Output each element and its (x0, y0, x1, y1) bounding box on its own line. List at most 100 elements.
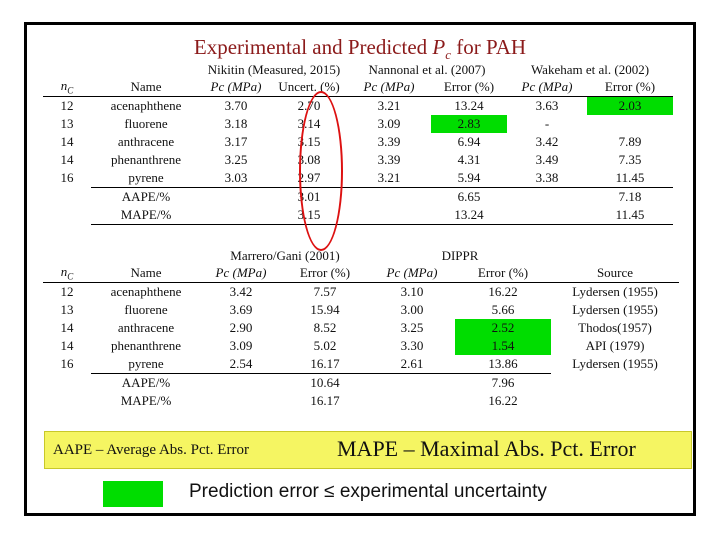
cell-pc: 3.09 (377, 115, 401, 131)
cell-error: 13.24 (454, 97, 484, 113)
cell-error: 7.35 (618, 151, 642, 167)
cell-error: 4.31 (457, 151, 481, 167)
cell-nc: 16 (60, 169, 74, 185)
summary-error: 16.22 (488, 392, 518, 408)
cell-error: 7.57 (313, 283, 337, 299)
cell-error: 8.52 (313, 319, 337, 335)
col-header-pc-wakeham: Pc (MPa) (507, 78, 587, 97)
cell-error: 15.94 (310, 301, 340, 317)
cell-error: 13.86 (488, 355, 518, 371)
cell-nc: 14 (60, 133, 74, 149)
col-header-pc-nannonal: Pc (MPa) (347, 78, 431, 97)
cell-pc: 3.30 (400, 337, 424, 353)
cell-pc: 3.03 (224, 169, 248, 185)
cell-source: API (1979) (585, 337, 645, 353)
col-header-name: Name (91, 264, 201, 283)
cell-pc: 3.00 (400, 301, 424, 317)
cell-error: 16.22 (488, 283, 518, 299)
table-row: 16 pyrene 3.03 2.97 3.21 5.94 3.38 11.45 (43, 169, 673, 188)
summary-row-mape: MAPE/% 16.17 16.22 (43, 392, 679, 410)
cell-nc: 14 (60, 151, 74, 167)
cell-error-highlighted: 2.52 (455, 318, 551, 337)
cell-source: Lydersen (1955) (572, 355, 658, 371)
group-header-nannonal: Nannonal et al. (2007) (368, 61, 486, 77)
cell-name: anthracene (117, 133, 175, 149)
col-header-nc: nC (43, 264, 91, 283)
summary-error: 16.17 (310, 392, 340, 408)
cell-error-highlighted: 1.54 (455, 336, 551, 355)
abbreviation-box: AAPE – Average Abs. Pct. Error MAPE – Ma… (44, 431, 692, 469)
cell-nc: 14 (60, 337, 74, 353)
title-symbol: Pc (432, 35, 452, 63)
cell-error (587, 115, 673, 133)
summary-error: 7.18 (587, 186, 673, 206)
summary-label: MAPE/% (91, 205, 201, 225)
summary-row-aape: AAPE/% 3.01 6.65 7.18 (43, 186, 673, 206)
col-header-source: Source (551, 264, 679, 283)
cell-pc: 3.21 (377, 169, 401, 185)
uncertainty-highlight-ellipse (299, 91, 343, 251)
group-header-dippr: DIPPR (441, 247, 479, 263)
cell-pc: 2.54 (229, 355, 253, 371)
cell-error: 16.17 (310, 355, 340, 371)
group-header-nikitin: Nikitin (Measured, 2015) (207, 61, 341, 77)
cell-pc: 3.17 (224, 133, 248, 149)
cell-nc: 12 (60, 283, 74, 299)
table1-group-header-row: Nikitin (Measured, 2015) Nannonal et al.… (43, 61, 673, 78)
cell-error-highlighted: 2.03 (587, 96, 673, 115)
group-header-wakeham: Wakeham et al. (2002) (530, 61, 650, 77)
summary-error: 7.96 (455, 372, 551, 392)
table-row: 13 fluorene 3.69 15.94 3.00 5.66 Lyderse… (43, 301, 679, 319)
summary-error: 10.64 (281, 372, 369, 392)
cell-error: 11.45 (615, 169, 645, 185)
cell-source: Thodos(1957) (578, 319, 652, 335)
cell-pc: 3.39 (377, 151, 401, 167)
cell-pc: 3.21 (377, 97, 401, 113)
cell-error: 6.94 (457, 133, 481, 149)
cell-pc: 3.09 (229, 337, 253, 353)
slide-title: Experimental and Predicted Pc for PAH (27, 35, 693, 63)
table-row: 12 acenaphthene 3.42 7.57 3.10 16.22 Lyd… (43, 282, 679, 301)
table-row: 13 fluorene 3.18 3.14 3.09 2.83 - (43, 114, 673, 133)
title-suffix: for PAH (451, 35, 527, 59)
table1-column-header-row: nC Name Pc (MPa) Uncert. (%) Pc (MPa) Er… (43, 78, 673, 97)
group-header-marrero: Marrero/Gani (2001) (230, 247, 340, 263)
cell-nc: 14 (60, 319, 74, 335)
cell-pc: 3.38 (535, 169, 559, 185)
title-text: Experimental and Predicted (193, 35, 433, 59)
cell-name: acenaphthene (110, 283, 182, 299)
cell-pc: 3.39 (377, 133, 401, 149)
col-header-nc: nC (43, 78, 91, 97)
summary-row-aape: AAPE/% 10.64 7.96 (43, 372, 679, 392)
col-header-error-wakeham: Error (%) (587, 78, 673, 97)
table-row: 14 phenanthrene 3.09 5.02 3.30 1.54 API … (43, 336, 679, 355)
col-header-error-marrero: Error (%) (281, 264, 369, 283)
cell-pc: 3.69 (229, 301, 253, 317)
slide-frame: Experimental and Predicted Pc for PAH Ni… (24, 22, 696, 516)
cell-pc: 2.61 (400, 355, 424, 371)
col-header-pc-nikitin: Pc (MPa) (201, 78, 271, 97)
summary-label: AAPE/% (91, 372, 201, 392)
cell-name: phenanthrene (110, 337, 182, 353)
col-header-uncert: Uncert. (%) (271, 78, 347, 97)
summary-error: 6.65 (431, 186, 507, 206)
cell-name: pyrene (128, 355, 164, 371)
cell-error-highlighted: 2.83 (431, 114, 507, 133)
cell-pc: 3.42 (535, 133, 559, 149)
table-marrero-dippr: Marrero/Gani (2001) DIPPR nC Name Pc (MP… (43, 247, 679, 410)
table-row: 12 acenaphthene 3.70 2.70 3.21 13.24 3.6… (43, 96, 673, 115)
legend-green-swatch (103, 481, 163, 507)
cell-nc: 13 (60, 301, 74, 317)
cell-pc: 3.18 (224, 115, 248, 131)
cell-pc: 3.10 (400, 283, 424, 299)
cell-error: 5.66 (491, 301, 515, 317)
cell-name: acenaphthene (110, 97, 182, 113)
mape-definition: MAPE – Maximal Abs. Pct. Error (337, 436, 636, 461)
cell-name: pyrene (128, 169, 164, 185)
cell-pc: 3.42 (229, 283, 253, 299)
cell-error: 7.89 (618, 133, 642, 149)
cell-error: 5.02 (313, 337, 337, 353)
cell-source: Lydersen (1955) (572, 301, 658, 317)
cell-nc: 16 (60, 355, 74, 371)
col-header-pc-marrero: Pc (MPa) (201, 264, 281, 283)
